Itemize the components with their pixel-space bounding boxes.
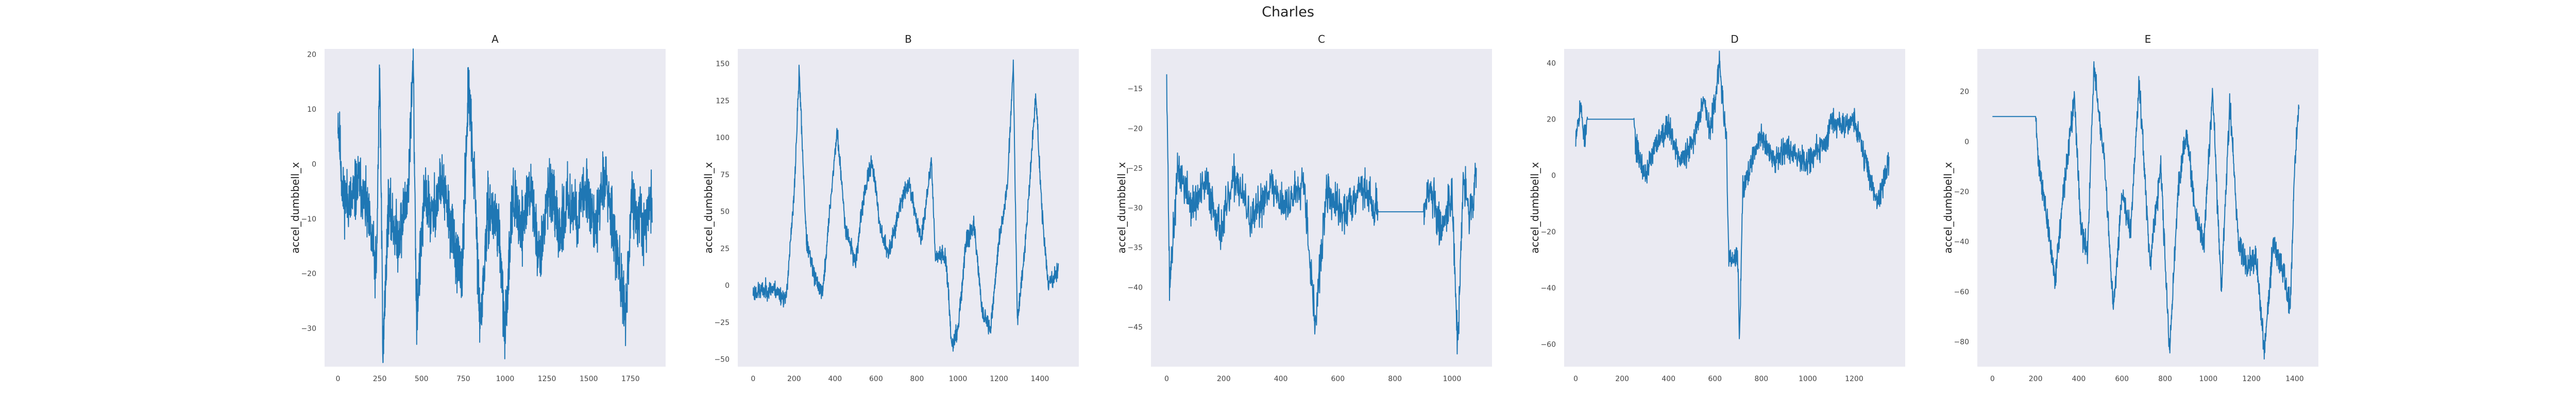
y-tick-label: 75: [720, 171, 730, 179]
y-tick-label: 40: [1547, 59, 1556, 67]
y-tick-label: −80: [1954, 338, 1969, 346]
series-line-1: [1575, 50, 1890, 339]
series-line-1: [1166, 74, 1477, 355]
x-tick-label: 1200: [2242, 375, 2261, 383]
plot-area: [738, 49, 1079, 367]
x-tick-label: 800: [1754, 375, 1768, 383]
x-tick-label: 500: [415, 375, 429, 383]
x-tick-label: 250: [373, 375, 387, 383]
y-tick-label: −40: [1127, 284, 1143, 292]
y-tick-label: 0: [725, 282, 730, 290]
x-tick-label: 400: [2072, 375, 2086, 383]
y-axis-label: accel_dumbbell_x: [1115, 162, 1128, 254]
x-tick-label: 1000: [1443, 375, 1462, 383]
x-tick-label: 1750: [621, 375, 640, 383]
x-tick-label: 1000: [2199, 375, 2217, 383]
x-tick-label: 1400: [2285, 375, 2304, 383]
x-tick-label: 0: [751, 375, 755, 383]
y-tick-label: 50: [720, 208, 730, 216]
x-tick-label: 600: [2115, 375, 2129, 383]
x-tick-label: 0: [1164, 375, 1169, 383]
x-tick-label: 1250: [538, 375, 556, 383]
series-line-1: [337, 48, 653, 364]
x-tick-label: 1500: [580, 375, 598, 383]
x-tick-label: 1200: [1845, 375, 1863, 383]
y-axis-label: accel_dumbbell_x: [1529, 162, 1541, 254]
y-tick-label: 125: [716, 97, 730, 105]
chart-title: C: [1318, 33, 1325, 45]
y-tick-label: −60: [1954, 288, 1969, 296]
y-axis-label: accel_dumbbell_x: [1942, 162, 1954, 254]
y-tick-label: −40: [1540, 284, 1556, 293]
plot-area: [1151, 49, 1492, 367]
series-line-1: [752, 59, 1059, 352]
y-tick-label: −20: [1127, 125, 1143, 133]
y-tick-label: −20: [1954, 188, 1969, 196]
y-tick-label: 20: [1960, 88, 1969, 96]
x-tick-label: 1000: [496, 375, 515, 383]
y-tick-label: −40: [1954, 238, 1969, 246]
y-tick-label: −30: [1127, 204, 1143, 213]
x-tick-label: 200: [2029, 375, 2043, 383]
y-tick-label: 25: [720, 245, 730, 253]
y-tick-label: 0: [1551, 172, 1556, 180]
y-tick-label: −30: [301, 325, 316, 333]
y-tick-label: −50: [714, 356, 730, 364]
chart-title: D: [1731, 33, 1738, 45]
x-tick-label: 0: [335, 375, 340, 383]
y-tick-label: 0: [312, 160, 316, 168]
y-tick-label: 0: [1964, 138, 1969, 146]
x-tick-label: 800: [2158, 375, 2172, 383]
y-tick-label: −20: [301, 270, 316, 278]
x-tick-label: 600: [1331, 375, 1345, 383]
x-tick-label: 400: [1274, 375, 1288, 383]
x-tick-label: 200: [1217, 375, 1231, 383]
chart-title: A: [492, 33, 499, 45]
y-tick-label: −45: [1127, 323, 1143, 332]
series-line-1: [1992, 61, 2300, 360]
x-tick-label: 1000: [949, 375, 968, 383]
x-tick-label: 1000: [1799, 375, 1817, 383]
y-tick-label: −60: [1540, 340, 1556, 349]
y-axis-label: accel_dumbbell_x: [289, 162, 301, 254]
y-tick-label: −35: [1127, 244, 1143, 252]
x-tick-label: 800: [1388, 375, 1402, 383]
y-tick-label: 100: [716, 134, 730, 142]
x-tick-label: 400: [1662, 375, 1675, 383]
x-tick-label: 750: [456, 375, 470, 383]
y-axis-label: accel_dumbbell_x: [702, 162, 715, 254]
y-tick-label: −25: [1127, 164, 1143, 173]
x-tick-label: 1200: [990, 375, 1008, 383]
y-tick-label: 20: [1547, 116, 1556, 124]
x-tick-label: 200: [787, 375, 801, 383]
y-tick-label: 10: [307, 106, 316, 114]
y-tick-label: −10: [301, 215, 316, 224]
y-tick-label: 150: [716, 60, 730, 68]
x-tick-label: 200: [1615, 375, 1629, 383]
y-tick-label: −20: [1540, 228, 1556, 236]
x-tick-label: 600: [1708, 375, 1722, 383]
x-tick-label: 800: [910, 375, 924, 383]
y-tick-label: 20: [307, 51, 316, 59]
x-tick-label: 0: [1990, 375, 1995, 383]
x-tick-label: 600: [869, 375, 883, 383]
x-tick-label: 1400: [1031, 375, 1049, 383]
y-tick-label: −15: [1127, 85, 1143, 93]
plot-area: [1564, 49, 1905, 367]
figure-title: Charles: [1262, 4, 1314, 20]
chart-title: E: [2145, 33, 2151, 45]
x-tick-label: 0: [1573, 375, 1578, 383]
chart-title: B: [905, 33, 912, 45]
x-tick-label: 400: [828, 375, 842, 383]
y-tick-label: −25: [714, 319, 730, 327]
